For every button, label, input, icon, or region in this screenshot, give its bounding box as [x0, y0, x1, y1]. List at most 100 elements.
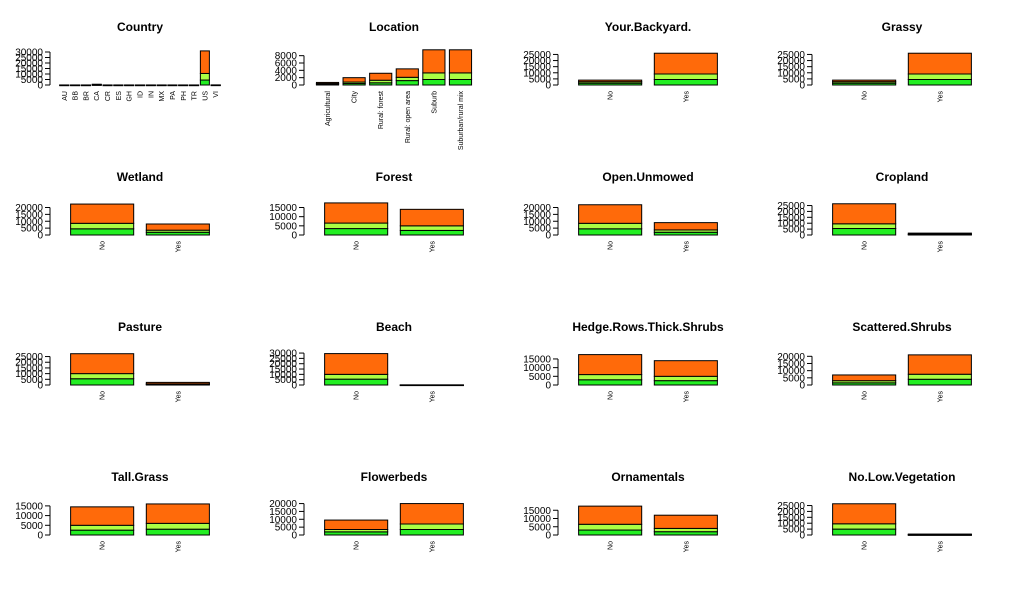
- bar-segment: [653, 222, 718, 231]
- y-tick-label: 15000: [15, 363, 43, 374]
- y-tick-label: 5000: [21, 521, 44, 532]
- x-category-label: IN: [148, 91, 155, 98]
- x-category-label: Suburb: [431, 91, 438, 114]
- bar-segment: [653, 380, 718, 386]
- bar-segment: [134, 84, 146, 87]
- chart-title: Scattered.Shrubs: [852, 320, 952, 334]
- bar-segment: [315, 81, 340, 85]
- y-tick-label: 4000: [275, 66, 298, 77]
- bar-segment: [653, 375, 718, 382]
- y-tick-label: 20000: [523, 203, 551, 214]
- chart-title: Ornamentals: [611, 470, 685, 484]
- bar-segment: [178, 84, 189, 87]
- bar-segment: [145, 528, 210, 536]
- y-tick-label: 15000: [15, 210, 43, 221]
- chart-title: No.Low.Vegetation: [849, 470, 956, 484]
- y-tick-label: 5000: [21, 75, 44, 86]
- y-tick-label: 20000: [777, 207, 805, 218]
- y-tick-label: 15000: [523, 210, 551, 221]
- x-category-label: No: [608, 541, 615, 550]
- chart-title: Cropland: [876, 170, 929, 184]
- bar-segment: [578, 379, 643, 386]
- y-tick-label: 15000: [269, 203, 297, 214]
- bar-segment: [399, 229, 464, 236]
- y-tick-label: 10000: [523, 514, 551, 525]
- bar-segment: [578, 374, 643, 381]
- bar-segment: [210, 84, 221, 87]
- bar-segment: [907, 533, 972, 536]
- bar-segment: [324, 228, 389, 236]
- x-category-label: No: [862, 241, 869, 250]
- bar-segment: [189, 84, 200, 87]
- y-tick-label: 8000: [275, 51, 298, 62]
- bar-segment: [907, 52, 972, 75]
- y-tick-label: 0: [37, 381, 43, 392]
- bar-segment: [102, 84, 113, 87]
- y-tick-label: 15000: [15, 501, 43, 512]
- bar-segment: [145, 381, 210, 385]
- x-category-label: No: [608, 241, 615, 250]
- chart-panel: No.Low.Vegetation 05000100001500020000250…: [777, 470, 972, 552]
- y-tick-label: 30000: [15, 48, 43, 59]
- x-category-label: PA: [170, 91, 177, 100]
- chart-title: Beach: [376, 320, 412, 334]
- y-tick-label: 25000: [523, 50, 551, 61]
- bar-segment: [70, 203, 135, 224]
- bar-segment: [399, 208, 464, 227]
- y-tick-label: 10000: [15, 511, 43, 522]
- bar-segment: [399, 523, 464, 530]
- y-tick-label: 15000: [523, 354, 551, 365]
- bar-segment: [653, 514, 718, 529]
- y-tick-label: 5000: [529, 522, 552, 533]
- bar-segment: [907, 73, 972, 80]
- bar-segment: [199, 79, 210, 86]
- y-tick-label: 5000: [529, 74, 552, 85]
- y-tick-label: 10000: [777, 219, 805, 230]
- x-category-label: Yes: [429, 241, 436, 253]
- y-tick-label: 5000: [783, 225, 806, 236]
- bar-segment: [324, 378, 389, 386]
- y-tick-label: 5000: [275, 523, 298, 534]
- y-tick-label: 10000: [777, 519, 805, 530]
- chart-title: Open.Unmowed: [602, 170, 693, 184]
- bar-segment: [324, 353, 389, 375]
- bar-segment: [156, 84, 167, 87]
- x-category-label: No: [354, 541, 361, 550]
- y-tick-label: 5000: [275, 221, 298, 232]
- bar-segment: [70, 506, 135, 526]
- bar-segment: [653, 52, 718, 75]
- y-tick-label: 10000: [269, 212, 297, 223]
- x-category-label: No: [608, 91, 615, 100]
- y-tick-label: 15000: [523, 62, 551, 73]
- bar-segment: [907, 79, 972, 86]
- bar-segment: [399, 503, 464, 525]
- x-category-label: Yes: [683, 391, 690, 403]
- chart-title: Wetland: [117, 170, 163, 184]
- y-tick-label: 5000: [529, 224, 552, 235]
- bar-segment: [448, 49, 473, 74]
- y-tick-label: 15000: [269, 507, 297, 518]
- bar-segment: [199, 50, 210, 74]
- chart-title: Flowerbeds: [361, 470, 428, 484]
- x-category-label: Yes: [937, 91, 944, 103]
- bar-segment: [448, 79, 473, 86]
- bar-segment: [113, 84, 124, 87]
- y-tick-label: 10000: [523, 217, 551, 228]
- bar-segment: [832, 374, 897, 382]
- bar-segment: [145, 223, 210, 231]
- y-tick-label: 10000: [777, 366, 805, 377]
- chart-title: Forest: [376, 170, 413, 184]
- x-category-label: Yes: [683, 91, 690, 103]
- bar-segment: [907, 373, 972, 380]
- y-tick-label: 10000: [523, 68, 551, 79]
- bar-segment: [70, 524, 135, 531]
- y-tick-label: 5000: [529, 372, 552, 383]
- bar-segment: [324, 222, 389, 230]
